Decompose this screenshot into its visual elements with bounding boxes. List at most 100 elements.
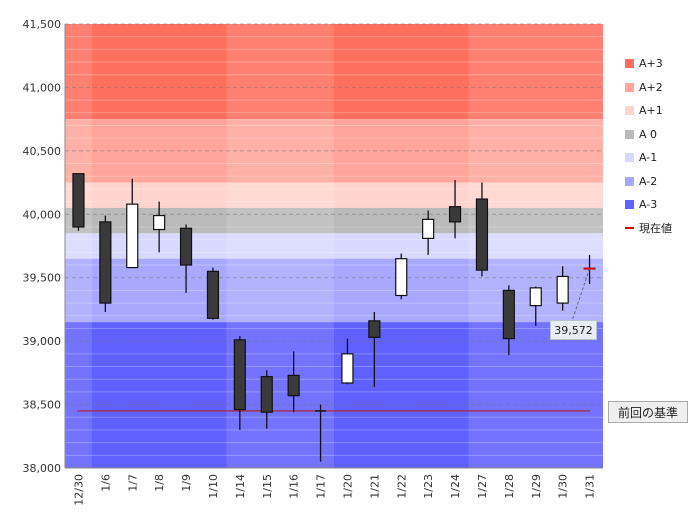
legend-label: A 0 [639, 127, 658, 141]
x-axis: 12/30 1/6 1/7 1/8 1/9 1/10 1/14 1/15 1/16 1/17 1/2… [72, 474, 596, 506]
candles [72, 173, 596, 462]
candle-body [179, 227, 193, 266]
candle-body [153, 214, 166, 231]
legend-swatch [625, 200, 634, 210]
legend-label: A+2 [639, 80, 663, 94]
legend-item: 現在値 [625, 217, 672, 241]
candle [99, 215, 112, 312]
x-tick-label: 1/29 [530, 474, 543, 499]
legend-swatch [625, 153, 634, 163]
legend-item: A 0 [625, 123, 672, 147]
x-tick-label: 1/24 [449, 474, 462, 499]
y-tick-label: 39,000 [23, 335, 62, 348]
candle [72, 173, 85, 231]
candle [502, 285, 515, 356]
legend-line-swatch [625, 227, 634, 230]
x-tick-label: 1/20 [341, 474, 354, 499]
legend-label: A-3 [639, 198, 658, 212]
x-tick-label: 1/6 [99, 474, 112, 492]
candle [153, 201, 166, 253]
y-tick-label: 38,500 [23, 399, 62, 412]
legend-swatch [625, 82, 634, 92]
x-tick-label: 1/14 [234, 474, 247, 499]
x-tick-label: 1/17 [315, 474, 328, 499]
zone-band [65, 182, 603, 208]
x-tick-label: 1/16 [288, 474, 301, 499]
x-tick-label: 1/15 [261, 474, 274, 499]
current-price-leader [571, 268, 591, 322]
x-tick-label: 1/23 [422, 474, 435, 499]
candle-body [206, 270, 220, 319]
legend-item: A+2 [625, 76, 672, 100]
legend-label: A+1 [639, 104, 663, 118]
candle [315, 404, 327, 462]
candle-body [233, 339, 246, 411]
candle [126, 178, 139, 269]
reference-label-box: 前回の基準 [608, 401, 688, 423]
reference-label: 前回の基準 [617, 405, 678, 420]
candle-body [99, 221, 112, 304]
legend-label: A+3 [639, 57, 663, 71]
candle-body [287, 374, 300, 397]
legend-item: A+3 [625, 52, 672, 76]
legend-item: A-2 [625, 170, 672, 194]
current-value-label: 39,572 [554, 323, 593, 337]
legend-item: A+1 [625, 99, 672, 123]
y-axis: 38,000 38,500 39,000 39,500 40,000 40,500 41,0… [23, 18, 62, 475]
x-tick-label: 1/28 [503, 474, 516, 499]
zone-band [65, 322, 603, 468]
zone-band [65, 233, 603, 259]
legend-swatch [625, 129, 634, 139]
x-tick-label: 1/31 [584, 474, 597, 499]
x-tick-label: 12/30 [72, 474, 85, 506]
legend-label: A-2 [639, 174, 658, 188]
x-tick-label: 1/8 [153, 474, 166, 492]
candle [448, 180, 462, 239]
candle-body [368, 320, 381, 338]
candle [368, 311, 381, 387]
y-tick-label: 40,000 [23, 208, 62, 221]
candle [260, 370, 273, 429]
candle-body [448, 206, 462, 223]
legend-label: A-1 [639, 151, 658, 165]
y-tick-label: 40,500 [23, 145, 62, 158]
x-tick-label: 1/9 [180, 474, 193, 492]
candle [556, 266, 569, 311]
legend-swatch [625, 176, 634, 186]
legend-item: A-3 [625, 193, 672, 217]
candle [341, 338, 354, 385]
week-shade [334, 24, 469, 468]
candle [206, 267, 220, 320]
week-shade [65, 24, 92, 468]
candle-body [126, 203, 139, 269]
y-tick-label: 38,000 [23, 462, 62, 475]
current-price-marker-group [571, 267, 596, 322]
candle [422, 210, 435, 255]
candle-body [475, 198, 489, 271]
legend: A+3 A+2 A+1 A 0 A-1 A-2 A-3 現在値 [625, 52, 672, 240]
x-tick-label: 1/30 [557, 474, 570, 499]
x-tick-label: 1/10 [207, 474, 220, 499]
candle [233, 336, 246, 430]
candle-body [72, 173, 85, 228]
x-tick-label: 1/22 [395, 474, 408, 499]
candle-body [529, 287, 542, 307]
candle-body [502, 289, 515, 340]
candle [179, 224, 193, 293]
candle-body [556, 275, 569, 304]
x-tick-label: 1/21 [368, 474, 381, 499]
zone-band [65, 24, 603, 120]
candle-body [422, 218, 435, 239]
candle [395, 253, 408, 300]
week-shade [468, 24, 603, 468]
legend-swatch [625, 59, 634, 69]
legend-item: A-1 [625, 146, 672, 170]
candle-body [341, 353, 354, 384]
candle [287, 351, 300, 413]
y-tick-label: 39,500 [23, 272, 62, 285]
legend-label: 現在値 [639, 222, 672, 236]
y-tick-label: 41,500 [23, 18, 62, 31]
legend-swatch [625, 106, 634, 116]
candle-body [395, 258, 408, 297]
